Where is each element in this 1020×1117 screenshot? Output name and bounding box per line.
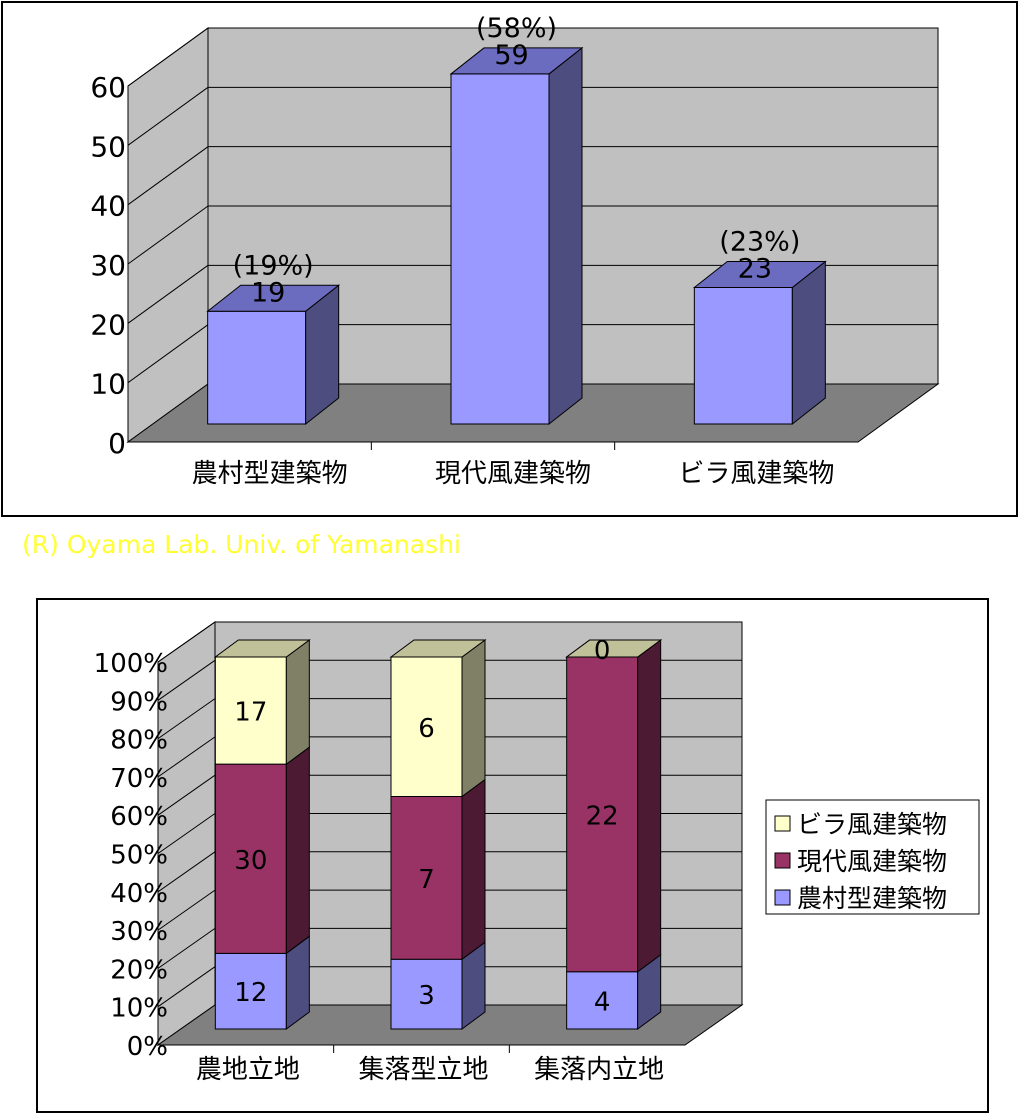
segment-top bbox=[389, 639, 487, 658]
data-label: 30 bbox=[234, 846, 267, 876]
x-category-label: 集落型立地 bbox=[358, 1055, 488, 1085]
y-tick-label: 10% bbox=[110, 994, 168, 1024]
bar bbox=[206, 284, 341, 426]
legend-label: 農村型建築物 bbox=[797, 884, 947, 913]
legend-box bbox=[765, 799, 980, 915]
data-label-value: 19 bbox=[251, 277, 285, 308]
x-category-label: 集落内立地 bbox=[534, 1055, 664, 1085]
bar-side bbox=[791, 260, 826, 426]
y-tick-label: 80% bbox=[110, 726, 168, 756]
y-tick-label: 100% bbox=[94, 649, 168, 679]
legend-label: ビラ風建築物 bbox=[797, 810, 947, 839]
y-tick-label: 30 bbox=[90, 249, 126, 282]
segment-side bbox=[285, 639, 310, 766]
gridline-side bbox=[127, 86, 209, 146]
legend-swatch bbox=[774, 852, 791, 869]
gridline-side bbox=[157, 774, 216, 816]
segment-side bbox=[461, 778, 486, 961]
bar-segment bbox=[213, 639, 311, 766]
legend-swatch bbox=[774, 889, 791, 906]
data-label-value: 59 bbox=[494, 40, 528, 71]
gridline-side bbox=[157, 966, 216, 1008]
bar-front bbox=[207, 310, 307, 425]
bar-top bbox=[206, 284, 341, 312]
gridline-side bbox=[127, 205, 209, 265]
y-tick-label: 70% bbox=[110, 764, 168, 794]
gridline-side bbox=[127, 27, 209, 87]
legend-swatch bbox=[774, 815, 791, 832]
bar bbox=[692, 260, 827, 426]
x-category-label: ビラ風建築物 bbox=[678, 459, 834, 489]
gridline-side bbox=[157, 851, 216, 893]
segment-side bbox=[461, 639, 486, 798]
y-tick-label: 10 bbox=[90, 368, 126, 401]
bar-front bbox=[450, 73, 550, 425]
gridline-side bbox=[157, 927, 216, 969]
data-label: 17 bbox=[234, 698, 267, 728]
bar-top bbox=[449, 47, 584, 75]
x-category-label: 現代風建築物 bbox=[435, 459, 591, 489]
data-label-percent: (19%) bbox=[233, 250, 314, 281]
y-tick-label: 40 bbox=[90, 190, 126, 223]
y-tick-label: 60 bbox=[90, 71, 126, 104]
gridline-side bbox=[157, 621, 216, 663]
gridline-side bbox=[127, 324, 209, 384]
segment-side bbox=[637, 639, 662, 973]
y-tick-label: 50% bbox=[110, 841, 168, 871]
gridline-side bbox=[157, 813, 216, 854]
data-label: 3 bbox=[418, 981, 435, 1011]
bar-segment bbox=[566, 953, 662, 1030]
credit-text: (R) Oyama Lab. Univ. of Yamanashi bbox=[22, 530, 461, 559]
gridline-side bbox=[127, 264, 209, 324]
data-label-percent: (23%) bbox=[719, 227, 800, 258]
bar-segment bbox=[389, 639, 487, 798]
gridline-side bbox=[157, 698, 216, 740]
y-tick-label: 60% bbox=[110, 802, 168, 832]
bar-side bbox=[548, 46, 583, 426]
data-label: 0 bbox=[594, 636, 611, 666]
bar-top bbox=[692, 261, 827, 289]
data-label-value: 23 bbox=[738, 254, 772, 285]
x-category-label: 農地立地 bbox=[196, 1055, 300, 1085]
y-tick-label: 40% bbox=[110, 879, 168, 909]
bar bbox=[449, 46, 584, 426]
bar-front bbox=[693, 287, 793, 425]
segment-top bbox=[213, 639, 311, 658]
data-label: 4 bbox=[594, 987, 611, 1017]
data-label: 12 bbox=[234, 978, 267, 1008]
y-tick-label: 20% bbox=[110, 955, 168, 985]
data-label-percent: (58%) bbox=[476, 13, 557, 44]
gridline-side bbox=[127, 146, 209, 206]
y-tick-label: 0% bbox=[127, 1032, 168, 1062]
gridline-side bbox=[157, 659, 216, 701]
y-tick-label: 20 bbox=[90, 308, 126, 341]
y-tick-label: 0 bbox=[108, 427, 126, 460]
legend-label: 現代風建築物 bbox=[797, 847, 947, 876]
gridline-side bbox=[157, 889, 216, 931]
bar-segment bbox=[565, 639, 663, 658]
y-tick-label: 50 bbox=[90, 130, 126, 163]
x-category-label: 農村型建築物 bbox=[192, 459, 348, 489]
y-tick-label: 90% bbox=[110, 687, 168, 717]
bar-segment bbox=[390, 778, 486, 961]
data-label: 6 bbox=[418, 714, 435, 744]
legend-item: ビラ風建築物 bbox=[774, 810, 947, 839]
gridline-side bbox=[157, 736, 216, 778]
y-tick-label: 30% bbox=[110, 917, 168, 947]
segment-side bbox=[285, 746, 310, 955]
legend-item: 現代風建築物 bbox=[774, 847, 947, 876]
bar-segment bbox=[214, 935, 310, 1030]
bar-segment bbox=[214, 746, 310, 955]
bar-chart-building-types: 0 10 20 30 40 50 60 19(19%) 農村型建築物 59(58%) 現代風建築物 2… bbox=[1, 1, 1018, 517]
legend-item: 農村型建築物 bbox=[774, 884, 947, 913]
stacked-bar-chart-locations: 0%10%20%30%40%50%60%70%80%90%100%123017農… bbox=[36, 598, 989, 1113]
data-label: 22 bbox=[586, 801, 619, 831]
data-label: 7 bbox=[418, 865, 435, 895]
segment-top bbox=[565, 639, 663, 658]
